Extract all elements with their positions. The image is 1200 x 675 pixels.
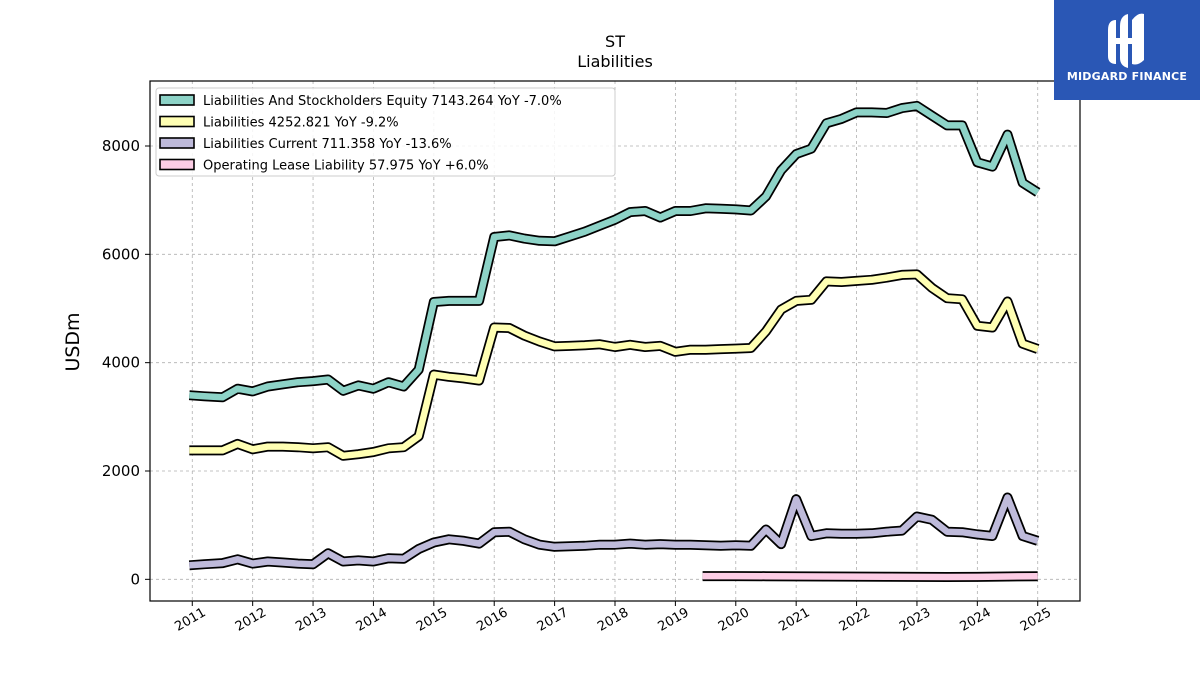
series-2 bbox=[188, 492, 1040, 571]
x-tick-label: 2021 bbox=[776, 605, 812, 635]
series-3 bbox=[702, 571, 1038, 582]
x-tick-label: 2014 bbox=[354, 605, 390, 635]
y-tick-label: 6000 bbox=[102, 245, 140, 263]
legend-swatch bbox=[159, 115, 195, 128]
series-line-outline bbox=[189, 269, 1040, 461]
midgard-logo-icon bbox=[1108, 13, 1144, 68]
chart-subtitle: Liabilities bbox=[577, 52, 653, 71]
chart-title: ST bbox=[605, 32, 625, 51]
x-tick-label: 2017 bbox=[535, 605, 571, 635]
y-tick-label: 2000 bbox=[102, 462, 140, 480]
legend-entry: Liabilities Current 711.358 YoY -13.6% bbox=[203, 137, 452, 152]
y-tick-label: 0 bbox=[130, 570, 140, 588]
x-tick-label: 2013 bbox=[293, 605, 329, 635]
legend: Liabilities And Stockholders Equity 7143… bbox=[155, 87, 616, 177]
series-lines bbox=[188, 100, 1041, 582]
x-tick-label: 2023 bbox=[897, 605, 933, 635]
legend-entry: Liabilities 4252.821 YoY -9.2% bbox=[203, 116, 399, 131]
grid bbox=[150, 81, 1080, 601]
x-tick-label: 2025 bbox=[1018, 605, 1054, 635]
x-tick-label: 2015 bbox=[414, 605, 450, 635]
x-tick-label: 2019 bbox=[656, 605, 692, 635]
x-tick-label: 2024 bbox=[958, 605, 994, 635]
legend-box bbox=[155, 87, 616, 177]
legend-swatch bbox=[159, 137, 195, 149]
series-line bbox=[702, 572, 1038, 581]
series-line bbox=[189, 102, 1040, 401]
y-axis-label: USDm bbox=[62, 312, 84, 371]
watermark-brand: MIDGARD FINANCE bbox=[1066, 70, 1188, 83]
legend-entry: Operating Lease Liability 57.975 YoY +6.… bbox=[203, 159, 489, 174]
x-tick-label: 2012 bbox=[233, 605, 269, 635]
x-tick-label: 2018 bbox=[595, 605, 631, 635]
y-tick-label: 4000 bbox=[102, 354, 140, 372]
series-1 bbox=[189, 269, 1040, 461]
legend-entry: Liabilities And Stockholders Equity 7143… bbox=[203, 94, 562, 109]
series-line bbox=[189, 271, 1039, 460]
x-tick-label: 2016 bbox=[474, 605, 510, 635]
x-axis: 2011 2012 2013 2014 2015 2016 2017 2018 2019 2020… bbox=[172, 601, 1054, 635]
series-line bbox=[189, 494, 1039, 569]
series-line-outline bbox=[188, 492, 1040, 571]
y-axis: 0 2000 4000 6000 8000 bbox=[102, 137, 150, 588]
x-tick-label: 2022 bbox=[837, 605, 873, 635]
legend-swatch bbox=[159, 158, 195, 171]
x-tick-label: 2020 bbox=[716, 605, 752, 635]
x-tick-label: 2011 bbox=[172, 605, 208, 635]
legend-swatch bbox=[159, 94, 195, 106]
series-0 bbox=[188, 100, 1041, 403]
midgard-logo: MIDGARD FINANCE bbox=[1054, 0, 1200, 100]
y-tick-label: 8000 bbox=[102, 137, 140, 155]
